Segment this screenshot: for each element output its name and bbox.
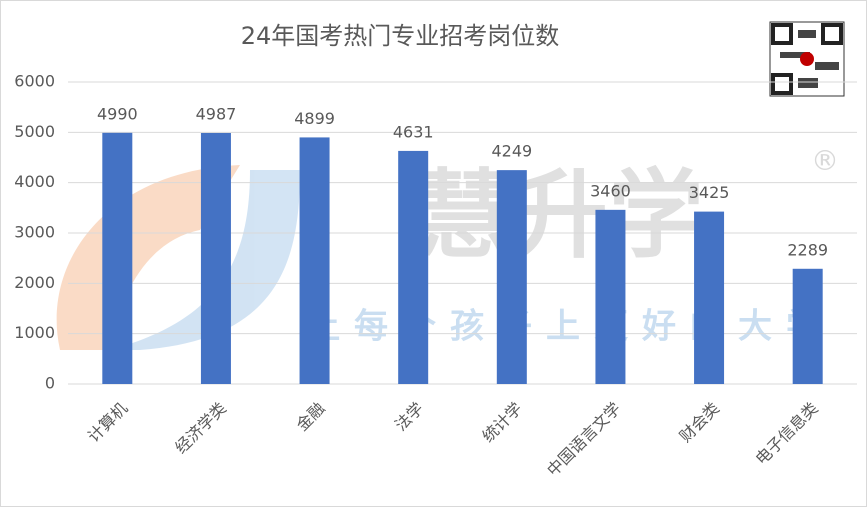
y-tick-label: 2000: [14, 273, 55, 292]
value-label: 4631: [393, 122, 434, 141]
value-label: 3460: [590, 181, 631, 200]
watermark-mark: ®: [811, 144, 839, 177]
bar: [694, 211, 725, 384]
y-tick-label: 6000: [14, 72, 55, 91]
watermark-text: 慧升学: [416, 159, 704, 271]
value-label: 4987: [196, 104, 237, 123]
value-label: 4990: [97, 104, 138, 123]
qr-code: [769, 21, 845, 97]
value-label: 3425: [689, 183, 730, 202]
watermark-slogan: 让每个孩子上更好的大学: [306, 307, 834, 347]
value-label: 4249: [491, 142, 532, 161]
bar: [496, 170, 527, 384]
chart-title: 24年国考热门专业招考岗位数: [241, 22, 560, 50]
y-tick-label: 1000: [14, 323, 55, 342]
bar: [792, 268, 823, 384]
y-tick-label: 3000: [14, 223, 55, 242]
y-tick-label: 0: [45, 374, 55, 393]
bar: [102, 132, 133, 384]
y-tick-label: 4000: [14, 172, 55, 191]
y-tick-label: 5000: [14, 122, 55, 141]
value-label: 4899: [294, 109, 335, 128]
bar: [200, 132, 231, 384]
value-label: 2289: [787, 240, 828, 259]
bar: [398, 150, 429, 384]
bar: [595, 209, 626, 384]
bar: [299, 137, 330, 384]
